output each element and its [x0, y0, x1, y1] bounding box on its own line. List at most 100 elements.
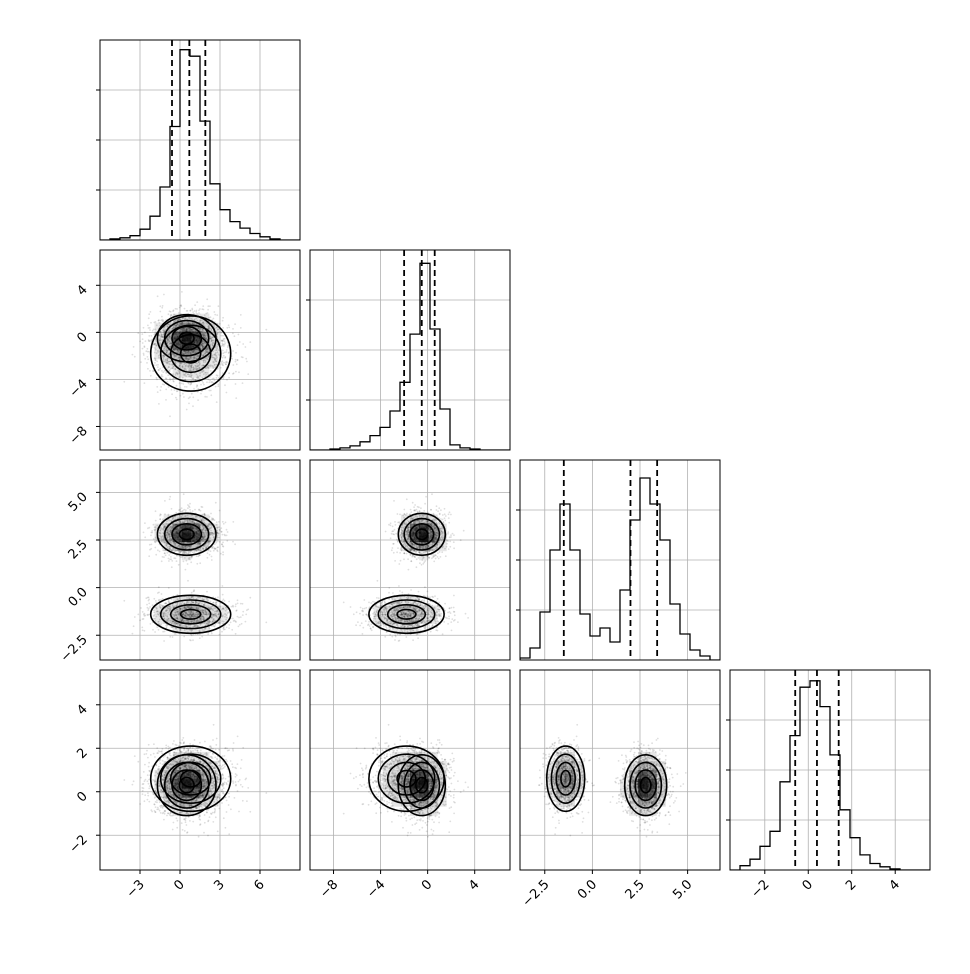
sample-point — [185, 509, 187, 511]
sample-point — [240, 314, 242, 316]
sample-point — [222, 585, 224, 587]
sample-point — [150, 339, 152, 341]
sample-point — [150, 311, 152, 313]
sample-point — [199, 562, 201, 564]
sample-point — [201, 308, 203, 310]
sample-point — [207, 305, 209, 307]
sample-point — [123, 381, 125, 383]
sample-point — [226, 351, 228, 353]
sample-point — [193, 590, 195, 592]
sample-point — [188, 383, 190, 385]
sample-point — [150, 375, 152, 377]
sample-point — [173, 309, 175, 311]
sample-point — [218, 521, 220, 523]
sample-point — [216, 521, 218, 523]
sample-point — [148, 351, 150, 353]
sample-point — [179, 382, 181, 384]
sample-point — [184, 386, 186, 388]
sample-point — [154, 362, 156, 364]
sample-point — [240, 327, 242, 329]
sample-point — [196, 555, 198, 557]
sample-point — [235, 359, 237, 361]
sample-point — [237, 344, 239, 346]
sample-point — [227, 345, 229, 347]
sample-point — [168, 587, 170, 589]
sample-point — [192, 311, 194, 313]
sample-point — [222, 335, 224, 337]
sample-point — [164, 631, 166, 633]
sample-point — [217, 596, 219, 598]
y-tick-label: 0 — [74, 330, 90, 346]
sample-point — [161, 370, 163, 372]
sample-point — [213, 311, 215, 313]
sample-point — [171, 393, 173, 395]
sample-point — [245, 621, 247, 623]
sample-point — [223, 362, 225, 364]
sample-point — [158, 369, 160, 371]
sample-point — [225, 363, 227, 365]
sample-point — [192, 510, 194, 512]
sample-point — [200, 384, 202, 386]
sample-point — [183, 561, 185, 563]
sample-point — [222, 327, 224, 329]
sample-point — [235, 397, 237, 399]
sample-point — [212, 546, 214, 548]
sample-point — [201, 636, 203, 638]
sample-point — [226, 362, 228, 364]
sample-point — [149, 544, 151, 546]
sample-point — [222, 350, 224, 352]
sample-point — [167, 374, 169, 376]
sample-point — [213, 602, 215, 604]
sample-point — [222, 534, 224, 536]
sample-point — [180, 305, 182, 307]
sample-point — [220, 367, 222, 369]
sample-point — [232, 364, 234, 366]
sample-point — [265, 622, 267, 624]
y-tick-label: −8 — [67, 424, 91, 448]
sample-point — [169, 498, 171, 500]
sample-point — [245, 346, 247, 348]
sample-point — [147, 325, 149, 327]
sample-point — [143, 354, 145, 356]
sample-point — [164, 603, 166, 605]
sample-point — [151, 335, 153, 337]
sample-point — [237, 599, 239, 601]
sample-point — [222, 521, 224, 523]
sample-point — [143, 353, 145, 355]
sample-point — [151, 532, 153, 534]
sample-point — [144, 358, 146, 360]
sample-point — [210, 513, 212, 515]
sample-point — [228, 601, 230, 603]
sample-point — [222, 340, 224, 342]
sample-point — [234, 323, 236, 325]
sample-point — [148, 603, 150, 605]
sample-point — [228, 624, 230, 626]
sample-point — [181, 507, 183, 509]
sample-point — [197, 378, 199, 380]
sample-point — [175, 512, 177, 514]
sample-point — [200, 393, 202, 395]
sample-point — [168, 558, 170, 560]
sample-point — [148, 317, 150, 319]
sample-point — [142, 348, 144, 350]
sample-point — [147, 527, 149, 529]
panel-0-0 — [96, 40, 300, 240]
sample-point — [171, 599, 173, 601]
sample-point — [159, 551, 161, 553]
sample-point — [144, 346, 146, 348]
sample-point — [242, 614, 244, 616]
sample-point — [214, 543, 216, 545]
sample-point — [161, 307, 163, 309]
sample-point — [189, 506, 191, 508]
sample-point — [210, 370, 212, 372]
sample-point — [148, 340, 150, 342]
sample-point — [163, 294, 165, 296]
sample-point — [139, 619, 141, 621]
sample-point — [221, 631, 223, 633]
sample-point — [144, 536, 146, 538]
sample-point — [153, 538, 155, 540]
sample-point — [247, 373, 249, 375]
sample-point — [176, 308, 178, 310]
sample-point — [219, 323, 221, 325]
sample-point — [189, 384, 191, 386]
